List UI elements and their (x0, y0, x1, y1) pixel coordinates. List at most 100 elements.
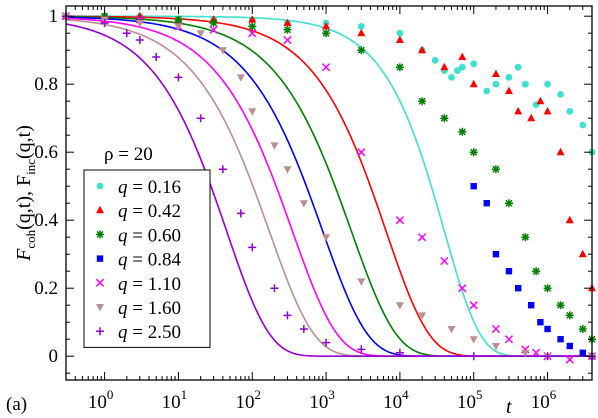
x-tick-label: 102 (236, 387, 262, 413)
data-point (322, 22, 331, 30)
data-point (505, 74, 513, 81)
data-point (458, 127, 467, 136)
legend-value: = 0.16 (128, 177, 181, 198)
data-point (321, 63, 331, 72)
data-point (492, 80, 500, 88)
data-point (440, 256, 449, 266)
y-tick-label: 0.6 (34, 142, 58, 163)
y-label-sub1: coh (23, 229, 38, 248)
data-point (578, 325, 587, 333)
data-point (209, 25, 218, 34)
data-point (469, 79, 478, 88)
data-point (483, 200, 490, 207)
y-label-mid: (q,t), F (13, 175, 35, 230)
data-point (556, 147, 565, 156)
data-point (491, 69, 500, 77)
legend-box (83, 169, 211, 348)
legend-value: = 2.50 (128, 322, 181, 343)
data-point (218, 47, 227, 55)
x-tick-label: 105 (457, 387, 483, 413)
legend-marker (96, 205, 104, 214)
data-point (504, 86, 513, 94)
data-point (492, 251, 500, 258)
data-point (236, 74, 245, 82)
data-point (543, 284, 552, 293)
x-tick-exponent: 6 (550, 387, 557, 402)
y-tick-label: 1 (49, 6, 59, 27)
data-point (458, 52, 467, 60)
legend-q: q (118, 298, 128, 319)
data-point (504, 335, 514, 344)
data-point (236, 209, 245, 218)
data-point (514, 285, 522, 292)
data-point (565, 311, 574, 320)
x-tick-exponent: 0 (107, 387, 114, 402)
data-point (565, 355, 574, 364)
legend-entry: q = 0.60 (118, 225, 181, 246)
data-point (417, 233, 427, 242)
data-point (521, 80, 529, 88)
legend-q: q (118, 250, 128, 271)
data-point (395, 348, 404, 357)
data-point (440, 114, 449, 123)
data-point (566, 108, 574, 115)
x-tick-base: 10 (162, 392, 181, 413)
x-tick-label: 106 (531, 387, 557, 413)
x-tick-exponent: 5 (476, 387, 483, 402)
data-point (453, 67, 461, 74)
y-tick-label: 0.2 (34, 278, 58, 299)
data-point (483, 87, 491, 95)
legend-entry: q = 1.60 (118, 298, 181, 319)
x-tick-exponent: 1 (181, 387, 188, 402)
data-point (122, 29, 131, 38)
data-point (579, 349, 586, 356)
data-point (196, 114, 205, 123)
data-point (396, 29, 404, 37)
density-annotation: ρ = 20 (104, 144, 153, 165)
data-point (566, 342, 573, 350)
data-point (196, 30, 205, 38)
x-tick-label: 104 (383, 387, 409, 413)
x-tick-label: 103 (309, 387, 335, 413)
data-point (218, 165, 227, 174)
x-tick-exponent: 4 (402, 387, 409, 402)
data-point (532, 267, 541, 276)
legend-entry: q = 0.84 (118, 250, 181, 271)
data-point (418, 45, 427, 54)
data-point (440, 62, 449, 71)
data-point (536, 96, 545, 105)
data-point (556, 301, 565, 310)
data-point (469, 148, 478, 157)
legend-value: = 1.10 (128, 274, 181, 295)
legend-marker (96, 230, 104, 239)
legend-entry: q = 2.50 (118, 322, 181, 343)
legend-value: = 0.60 (128, 225, 181, 246)
legend-value: = 0.42 (128, 201, 181, 222)
data-point (135, 36, 144, 44)
panel-label: (a) (6, 394, 27, 415)
data-point (505, 268, 513, 275)
x-tick-base: 10 (236, 392, 255, 413)
data-point (521, 233, 530, 242)
data-point (543, 107, 552, 115)
x-tick-exponent: 3 (328, 387, 335, 402)
data-point (322, 338, 331, 347)
data-point (458, 63, 466, 71)
series-markers (61, 11, 597, 364)
data-point (395, 216, 405, 225)
data-point (322, 29, 331, 38)
y-label-sub2: inc (23, 159, 38, 175)
data-point (514, 107, 523, 115)
data-point (543, 352, 552, 361)
data-point (299, 325, 308, 333)
data-point (531, 348, 541, 357)
legend-q: q (118, 177, 128, 198)
x-tick-base: 10 (457, 392, 476, 413)
data-point (152, 53, 161, 61)
data-point (431, 57, 439, 64)
data-point (557, 91, 564, 98)
data-point (322, 234, 331, 242)
data-point (469, 301, 478, 310)
data-point (283, 25, 292, 34)
